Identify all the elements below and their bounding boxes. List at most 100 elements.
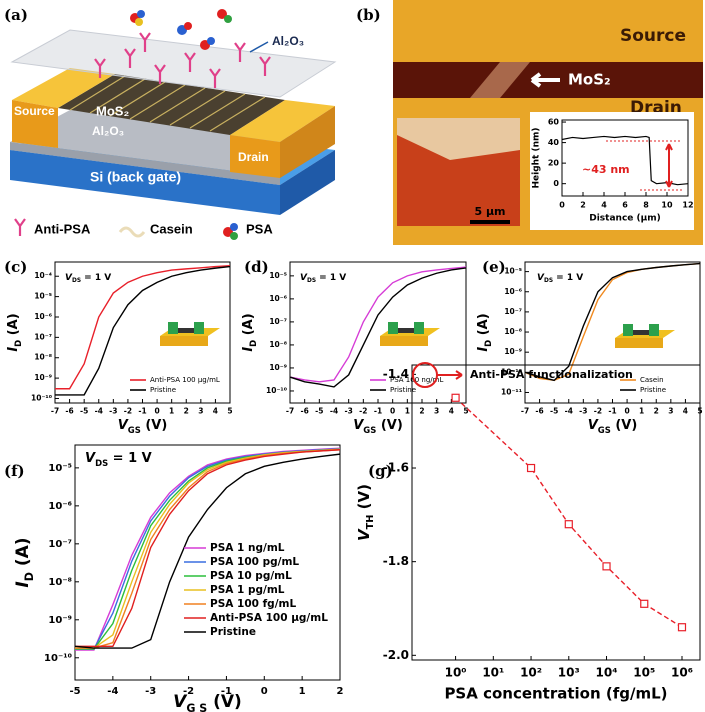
x-tick-label: -2 (183, 686, 194, 697)
drain-front (230, 135, 280, 178)
x-tick-label: 10⁰ (445, 666, 467, 680)
x-tick-label: 4 (683, 407, 688, 416)
x-tick-label: -5 (80, 407, 88, 416)
x-tick-label: 1 (405, 407, 410, 416)
label-source: Source (14, 104, 55, 118)
x-axis-label: VGS (V) (118, 418, 168, 435)
x-tick-label: 10⁶ (671, 666, 693, 680)
legend-label: Pristine (210, 626, 256, 638)
x-tick-label: 5 (227, 407, 232, 416)
condition: VDS = 1 V (537, 273, 583, 284)
legend-label: PSA 100 fg/mL (210, 598, 296, 610)
x-axis-label-part: V (118, 418, 129, 433)
schematic: Al₂O₃ Source MoS₂ Al₂O₃ Drain Si (back g… (4, 6, 337, 240)
series-line (562, 135, 688, 186)
icon-front (160, 336, 208, 346)
panel-label: (e) (482, 258, 506, 276)
channel-stripes (69, 75, 266, 132)
x-tick-label: 1 (639, 407, 644, 416)
y-axis-label: Height (nm) (532, 127, 542, 188)
x-tick-label: -7 (51, 407, 59, 416)
x-tick-label: -5 (315, 407, 323, 416)
x-tick-label: -3 (344, 407, 352, 416)
icon-electrode (388, 322, 398, 334)
antibodies (94, 32, 271, 88)
series-line (455, 397, 683, 628)
x-axis-label-part: GS (128, 425, 141, 435)
y-axis-label: ID (A) (6, 313, 23, 351)
x-axis-label-part: V (588, 418, 599, 433)
y-tick-label: 10⁻⁸ (48, 577, 72, 588)
legend-label: PSA 100 ng/mL (390, 376, 443, 384)
marker (640, 599, 649, 608)
x-tick-label: 3 (198, 407, 203, 416)
annotation: Anti-PSA functionalization (470, 368, 633, 381)
condition: VDS = 1 V (65, 273, 111, 284)
x-axis-label-part: GS (363, 425, 376, 435)
legend-icon-casein (118, 226, 146, 238)
y-tick-label: 10⁻⁶ (269, 294, 287, 303)
y-tick-label: 10⁻⁵ (48, 463, 72, 474)
x-tick-label: 0 (390, 407, 395, 416)
y-tick-label: 40 (548, 138, 560, 147)
y-tick-label: 10⁻⁷ (34, 332, 52, 341)
y-tick-label: 10⁻⁶ (34, 312, 52, 321)
x-tick-label: 1 (169, 407, 174, 416)
x-tick-label: 5 (463, 407, 468, 416)
x-tick-label: 2 (419, 407, 424, 416)
marker (677, 623, 687, 632)
x-tick-label: 0 (559, 201, 565, 210)
condition-part: = 1 V (553, 273, 583, 283)
y-tick-label: 20 (548, 159, 560, 168)
x-tick-label: -7 (521, 407, 529, 416)
plot-frame (74, 444, 341, 681)
afm-image: 5 μm Source Drain MoS₂ (b) (356, 0, 703, 245)
series-line (55, 264, 230, 390)
x-tick-label: 8 (643, 201, 649, 210)
x-tick-label: 2 (580, 201, 586, 210)
label-substrate: Si (back gate) (90, 169, 181, 185)
condition-part: V (65, 273, 73, 283)
condition-part: V (85, 451, 96, 466)
panel-label: (c) (4, 258, 27, 276)
legend-label: PSA 1 pg/mL (210, 584, 285, 596)
condition-part: V (300, 273, 308, 283)
y-tick-label: 10⁻⁵ (269, 271, 287, 280)
x-tick-label: -3 (109, 407, 117, 416)
icon-front (380, 336, 428, 346)
x-axis-label: Distance (μm) (589, 214, 661, 224)
x-tick-label: -2 (594, 407, 602, 416)
substrate-side (280, 150, 335, 215)
panel-label: (a) (4, 6, 28, 24)
x-tick-label: 3 (668, 407, 673, 416)
profile-background (530, 112, 694, 230)
icon-channel (178, 328, 194, 333)
icon-front (615, 338, 663, 348)
series-line (75, 453, 340, 649)
x-axis-label: VGS (V) (588, 418, 638, 435)
x-tick-label: 1 (299, 686, 306, 697)
y-axis-label-part: (A) (6, 313, 21, 339)
legend-icon-antibody (14, 218, 26, 236)
y-axis-label: ID (A) (476, 313, 493, 351)
x-tick-label: -4 (565, 407, 573, 416)
x-tick-label: 4 (601, 201, 607, 210)
x-tick-label: 12 (682, 201, 693, 210)
x-tick-label: -4 (330, 407, 338, 416)
x-tick-label: -3 (579, 407, 587, 416)
series-line (525, 262, 700, 382)
icon-channel (633, 330, 649, 335)
panel-label: (g) (368, 462, 393, 480)
x-tick-label: 4 (449, 407, 454, 416)
x-tick-label: -5 (69, 686, 80, 697)
condition-part: V (537, 273, 545, 283)
y-tick-label: 10⁻⁹ (504, 347, 522, 356)
y-tick-label: 10⁻¹⁰ (501, 367, 522, 376)
legend-label: PSA 10 pg/mL (210, 570, 292, 582)
y-tick-label: 10⁻⁸ (504, 327, 522, 336)
x-tick-label: -7 (286, 407, 294, 416)
label-gate-oxide: Al₂O₃ (92, 124, 124, 138)
x-tick-label: 0 (154, 407, 159, 416)
x-tick-label: -1 (138, 407, 146, 416)
y-axis-label: ID (A) (13, 537, 36, 587)
